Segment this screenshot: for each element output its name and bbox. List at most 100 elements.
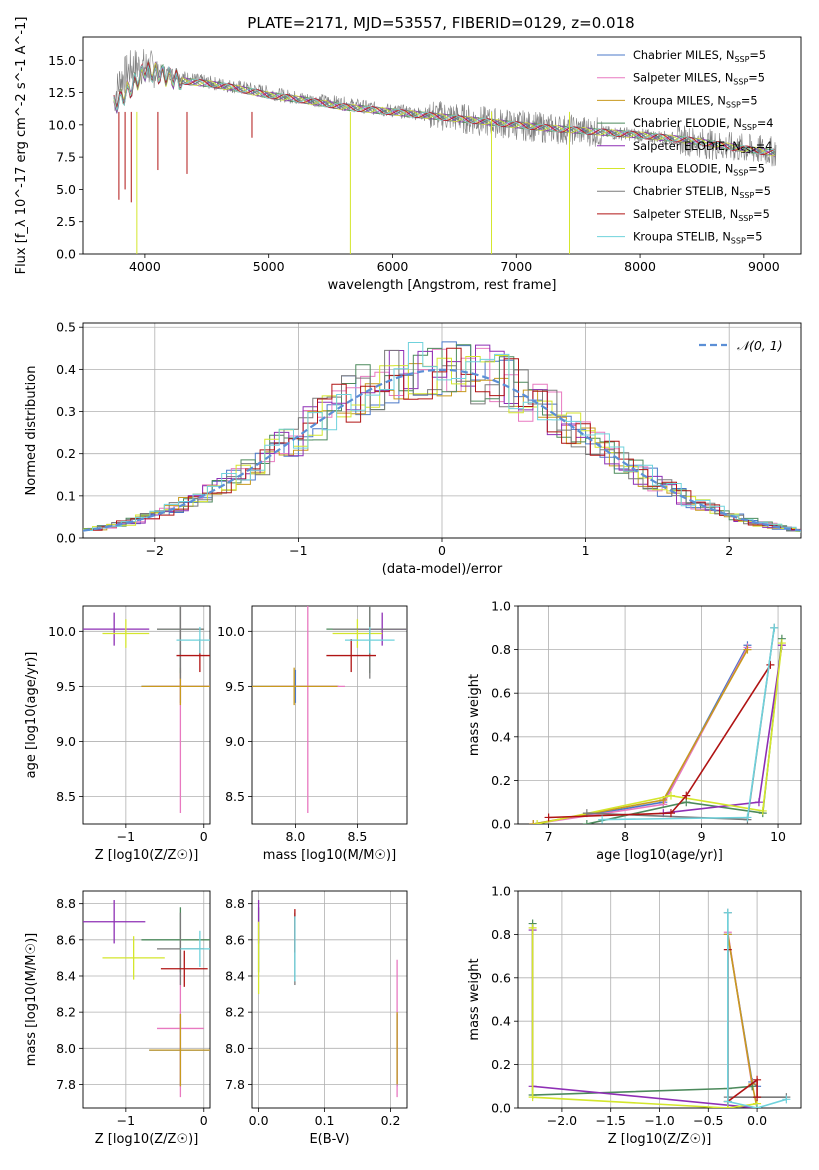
age_vs_Z-frame: [82, 605, 211, 825]
y-tick-label: 0.0: [56, 531, 76, 546]
age_vs_mass-frame: [251, 605, 408, 825]
x-tick-label: 8.5: [347, 829, 367, 844]
weight-line: [533, 647, 749, 824]
y-axis-label: age [log10(age/yr)]: [24, 652, 39, 779]
x-axis-label: wavelength [Angstrom, rest frame]: [328, 278, 557, 293]
y-tick-label: 12.5: [48, 85, 76, 100]
x-axis-label: Z [log10(Z/Z☉)]: [608, 1132, 712, 1147]
y-tick-label: 8.6: [225, 932, 245, 947]
y-tick-label: 2.5: [56, 214, 76, 229]
residuals-frame: [82, 322, 802, 539]
weight-marker: [544, 813, 553, 822]
weight-marker: [533, 820, 542, 824]
mass_vs_EBV-axes: 0.0 0.1 0.2 7.8 8.0 8.2 8.4 8.6 8.8 E(B-V): [225, 890, 408, 1147]
x-tick-label: −2: [146, 543, 164, 558]
y-tick-label: 8.8: [225, 896, 245, 911]
x-tick-label: 0.0: [747, 1113, 767, 1128]
y-tick-label: 0.8: [491, 927, 511, 942]
y-tick-label: 0.2: [491, 1057, 511, 1072]
spectrum-frame: [82, 36, 802, 255]
model-spectrum: [113, 60, 776, 157]
weight-line: [727, 912, 787, 1108]
spectrum-axes: 4000 5000 6000 7000 8000 9000 0.0 2.5 5.0 7.5 10.0…: [14, 17, 802, 293]
y-tick-label: 0.6: [491, 686, 511, 701]
legend-label: Kroupa STELIB, NSSP=5: [633, 231, 762, 246]
weight_vs_Z-frame: [517, 890, 802, 1109]
y-axis-label: Flux [f_λ 10^-17 erg cm^-2 s^-1 A^-1]: [14, 17, 29, 275]
weight-line: [602, 627, 775, 821]
weight-marker: [723, 908, 732, 917]
spectrum-lines: [113, 49, 777, 254]
y-tick-label: 8.2: [56, 1005, 76, 1020]
x-tick-label: 9: [698, 829, 706, 844]
y-tick-label: 9.5: [225, 679, 245, 694]
y-tick-label: 8.5: [225, 789, 245, 804]
y-tick-label: 15.0: [48, 53, 76, 68]
weight-line: [531, 930, 758, 1108]
histograms: [83, 341, 801, 533]
y-tick-label: 0.3: [56, 404, 76, 419]
y-tick-label: 10.0: [48, 117, 76, 132]
legend-label: Chabrier MILES, NSSP=5: [633, 49, 766, 64]
normal-curve: [83, 368, 801, 532]
y-tick-label: 0.0: [491, 1101, 511, 1116]
y-tick-label: 0.6: [491, 970, 511, 985]
x-tick-label: 0.2: [381, 1113, 401, 1128]
x-tick-label: 0: [200, 1113, 208, 1128]
x-tick-label: 4000: [129, 259, 161, 274]
mass_vs_Z-errorbars: [83, 900, 210, 1098]
x-tick-label: 8.0: [285, 829, 305, 844]
x-tick-label: 0.0: [249, 1113, 269, 1128]
x-tick-label: 10: [770, 829, 786, 844]
weight-marker: [753, 1093, 762, 1102]
y-tick-label: 0.1: [56, 488, 76, 503]
weight-marker: [777, 639, 786, 648]
y-tick-label: 8.6: [56, 932, 76, 947]
y-tick-label: 0.4: [491, 729, 511, 744]
x-tick-label: −1: [289, 543, 307, 558]
x-tick-label: 0.1: [315, 1113, 335, 1128]
y-tick-label: 0.0: [491, 817, 511, 832]
legend-label: Chabrier STELIB, NSSP=5: [633, 185, 771, 200]
y-tick-label: 0.0: [56, 247, 76, 262]
x-tick-label: 0: [200, 829, 208, 844]
weight-marker: [682, 791, 691, 800]
weight-marker: [529, 820, 538, 824]
y-tick-label: 1.0: [491, 884, 511, 899]
x-tick-label: −1: [117, 1113, 135, 1128]
x-tick-label: −0.5: [693, 1113, 723, 1128]
weight_vs_age-frame: [517, 605, 802, 825]
y-tick-label: 10.0: [217, 624, 245, 639]
y-axis-label: mass weight: [467, 674, 482, 756]
x-tick-label: −1: [117, 829, 135, 844]
y-tick-label: 8.0: [225, 1041, 245, 1056]
x-tick-label: 7: [545, 829, 553, 844]
y-tick-label: 8.0: [56, 1041, 76, 1056]
model-spectrum: [113, 64, 776, 155]
age_vs_Z-errorbars: [83, 606, 210, 813]
weight-marker: [582, 820, 591, 824]
y-tick-label: 10.0: [48, 624, 76, 639]
weight-marker: [753, 1075, 762, 1084]
weight-marker: [770, 623, 779, 632]
y-tick-label: 5.0: [56, 182, 76, 197]
mass_vs_EBV-errorbars: [257, 900, 398, 1098]
legend-label: Chabrier ELODIE, NSSP=4: [633, 117, 773, 132]
y-tick-label: 8.5: [56, 789, 76, 804]
x-tick-label: −1.0: [644, 1113, 674, 1128]
x-tick-label: 1: [582, 543, 590, 558]
y-axis-label: mass weight: [467, 958, 482, 1040]
y-tick-label: 8.8: [56, 896, 76, 911]
weight-marker: [528, 1093, 537, 1102]
weight_vs_age-axes: 7 8 9 10 0.0 0.2 0.4 0.6 0.8 1.0 age [log10(age/yr…: [467, 599, 802, 863]
weight-line: [531, 927, 758, 1108]
weight-line: [536, 643, 783, 824]
x-tick-label: 6000: [377, 259, 409, 274]
legend-label: Kroupa ELODIE, NSSP=5: [633, 163, 765, 178]
histogram-salpeter-stelib: [83, 347, 801, 531]
legend-label: Kroupa MILES, NSSP=5: [633, 94, 758, 109]
y-tick-label: 8.2: [225, 1005, 245, 1020]
y-tick-label: 0.4: [56, 362, 76, 377]
y-tick-label: 9.0: [225, 734, 245, 749]
weight-marker: [753, 1104, 762, 1108]
